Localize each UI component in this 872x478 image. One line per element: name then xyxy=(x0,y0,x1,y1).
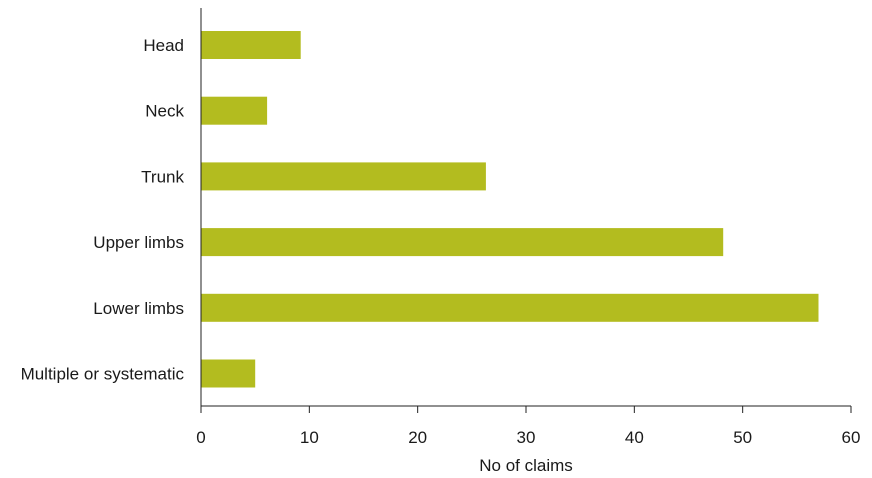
category-labels: Head Neck Trunk Upper limbs Lower limbs Multi… xyxy=(21,36,185,384)
category-label: Lower limbs xyxy=(93,299,184,318)
bar-lower-limbs xyxy=(201,293,819,322)
category-label: Head xyxy=(143,36,184,55)
bar-multiple-or-systematic xyxy=(201,359,256,388)
bars-group xyxy=(201,31,819,388)
bar-trunk xyxy=(201,162,486,191)
category-label: Upper limbs xyxy=(93,233,184,252)
x-axis-title: No of claims xyxy=(479,456,573,475)
x-tick-label: 60 xyxy=(842,428,861,447)
bar-upper-limbs xyxy=(201,228,724,257)
x-tick-label: 50 xyxy=(733,428,752,447)
category-label: Trunk xyxy=(141,167,184,186)
bar-neck xyxy=(201,96,268,125)
x-tick-label: 0 xyxy=(196,428,205,447)
category-label: Neck xyxy=(145,102,184,121)
bar-head xyxy=(201,31,301,59)
category-label: Multiple or systematic xyxy=(21,365,185,384)
x-tick-label: 40 xyxy=(625,428,644,447)
x-tick-label: 30 xyxy=(517,428,536,447)
x-tick-label: 20 xyxy=(408,428,427,447)
x-tick-label: 10 xyxy=(300,428,319,447)
x-axis-ticks: 0 10 20 30 40 50 60 xyxy=(196,406,860,447)
